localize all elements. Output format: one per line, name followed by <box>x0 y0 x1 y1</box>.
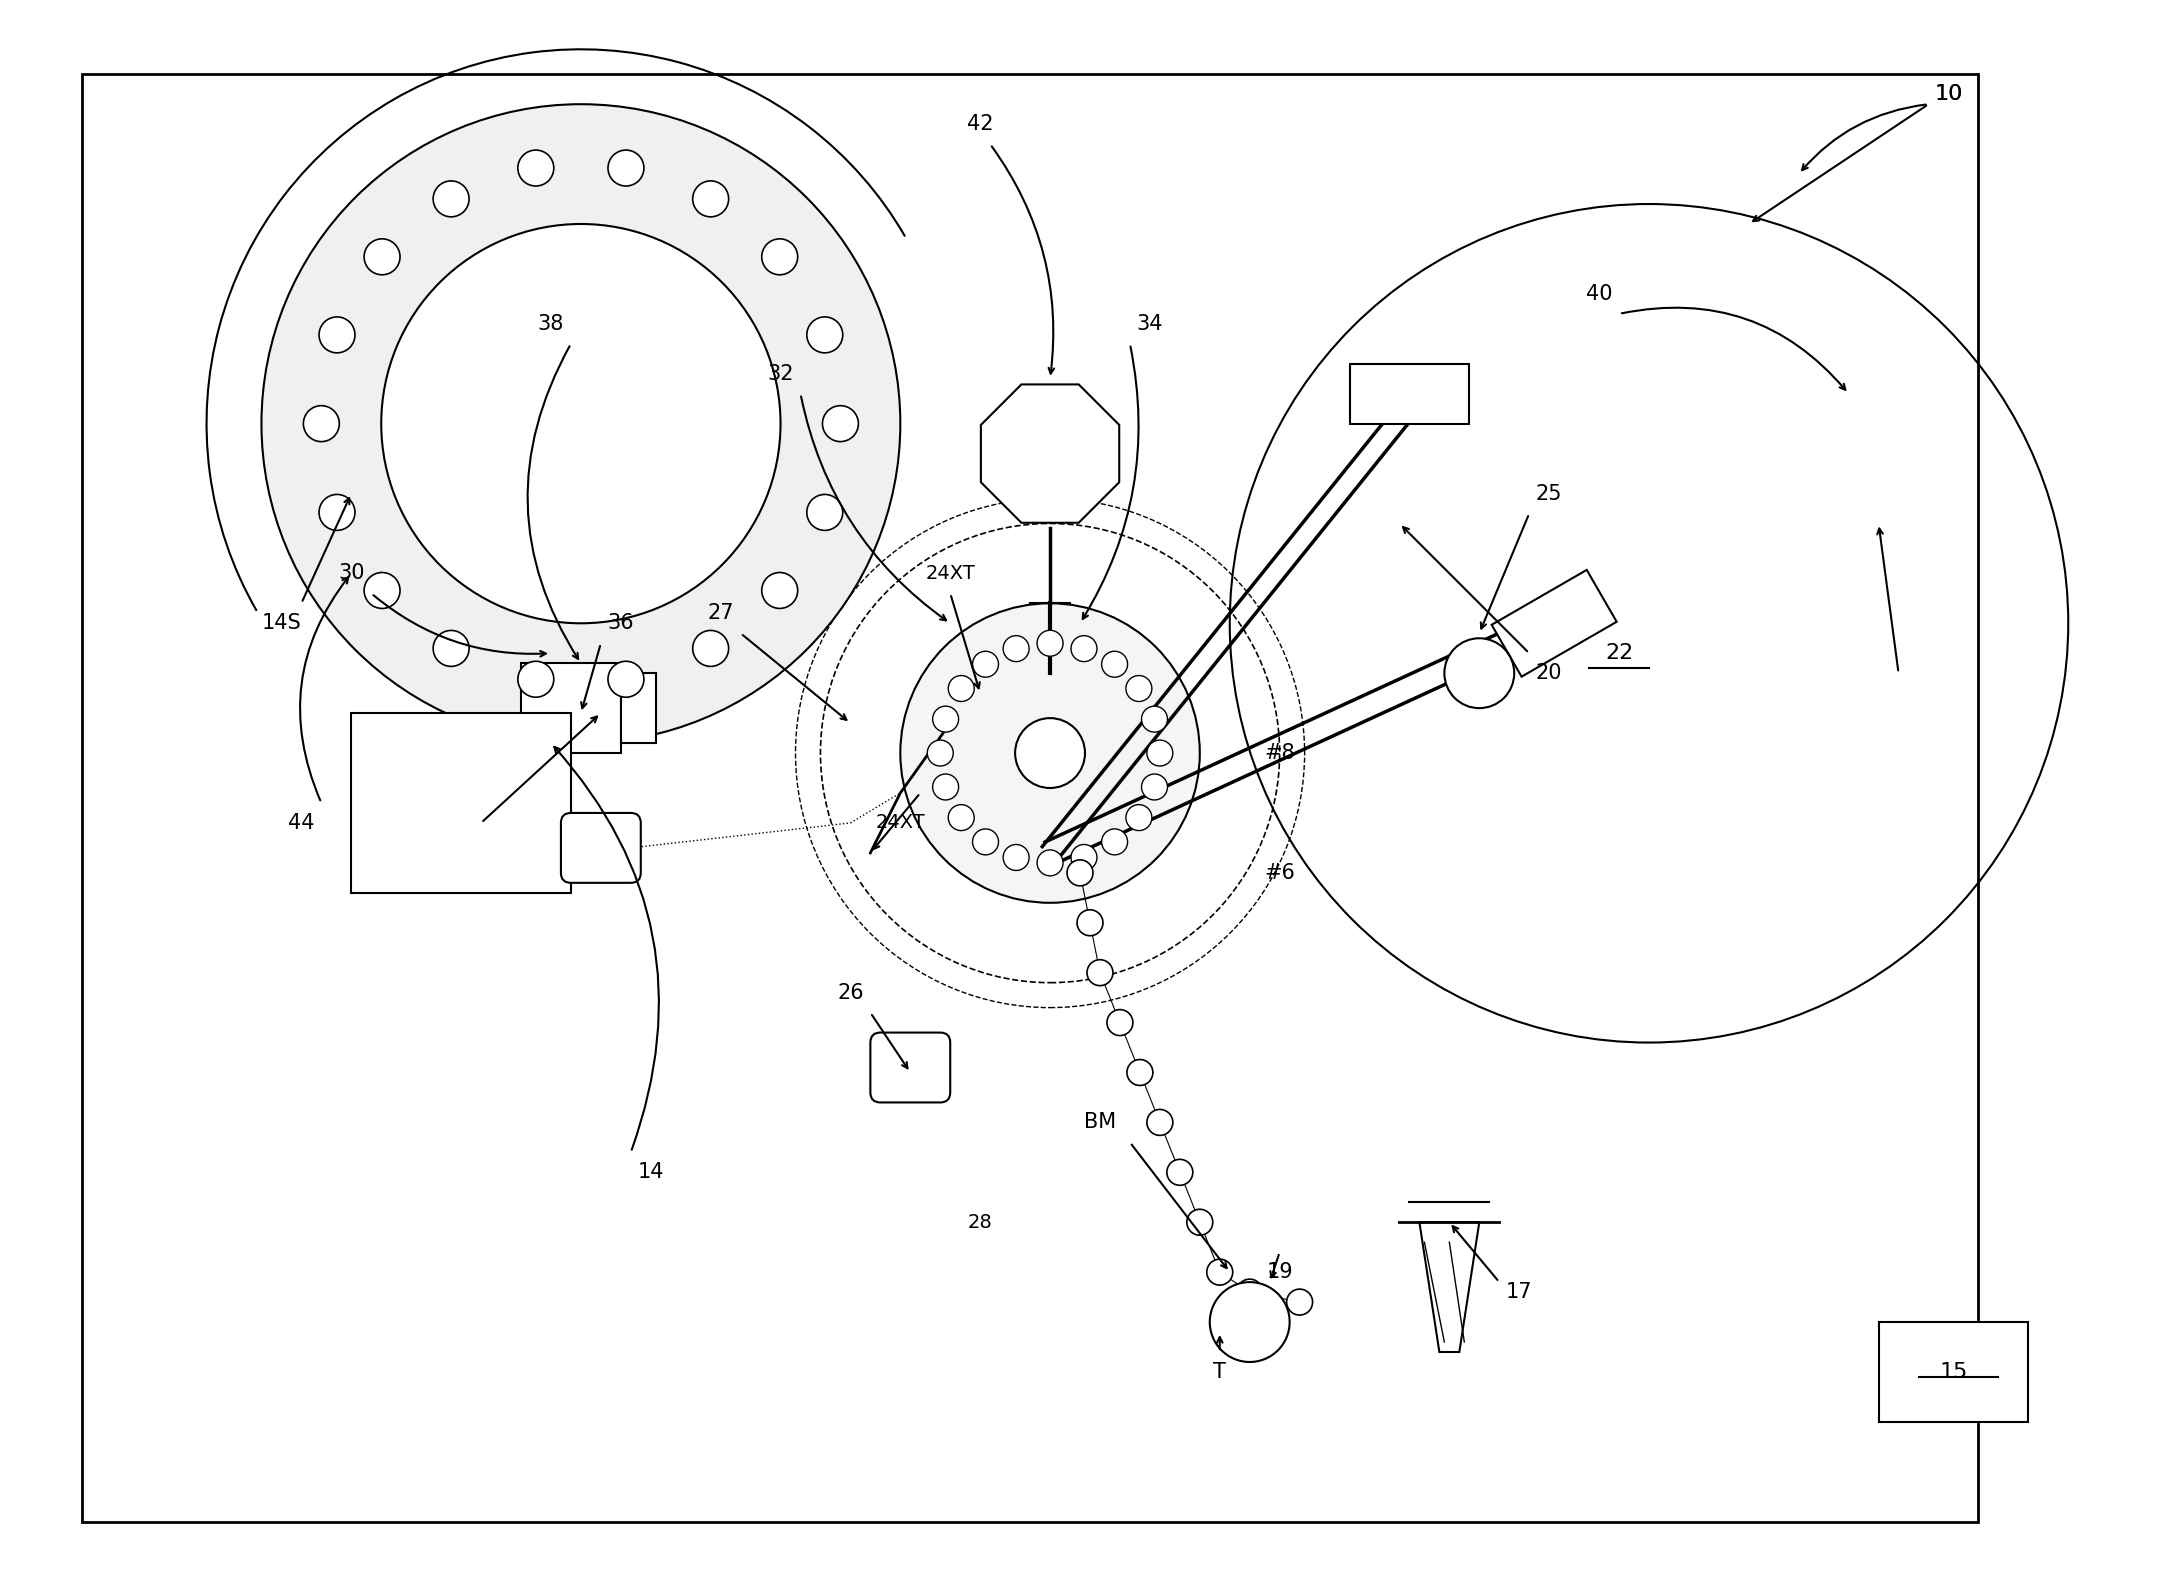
Circle shape <box>1206 1258 1232 1285</box>
Text: 28: 28 <box>968 1213 992 1232</box>
Circle shape <box>433 631 470 667</box>
Text: 10: 10 <box>1933 85 1964 104</box>
Polygon shape <box>981 384 1119 522</box>
Circle shape <box>1002 845 1028 870</box>
Text: 10: 10 <box>1933 85 1964 104</box>
Text: 30: 30 <box>338 563 364 584</box>
Circle shape <box>1128 1060 1154 1085</box>
Text: 34: 34 <box>1137 315 1163 333</box>
Circle shape <box>1141 706 1167 731</box>
Circle shape <box>1444 639 1513 708</box>
Circle shape <box>948 805 974 831</box>
FancyBboxPatch shape <box>870 1032 950 1103</box>
Circle shape <box>933 706 959 731</box>
Text: 27: 27 <box>708 604 734 623</box>
Text: 15: 15 <box>1940 1362 1968 1383</box>
Text: T: T <box>1212 1362 1225 1383</box>
Text: 26: 26 <box>838 983 864 1002</box>
FancyBboxPatch shape <box>561 813 641 882</box>
Circle shape <box>1037 849 1063 876</box>
Circle shape <box>364 573 401 609</box>
Circle shape <box>608 661 643 697</box>
Text: 32: 32 <box>766 363 795 384</box>
Circle shape <box>808 316 842 352</box>
Circle shape <box>1210 1282 1290 1362</box>
Circle shape <box>762 573 797 609</box>
Circle shape <box>1015 719 1085 788</box>
Bar <box>1349 363 1470 423</box>
Circle shape <box>517 149 554 186</box>
Circle shape <box>901 604 1199 903</box>
Circle shape <box>1147 1109 1173 1136</box>
Bar <box>621 673 656 742</box>
Text: 14S: 14S <box>262 613 301 634</box>
Circle shape <box>1087 960 1113 986</box>
Text: 24XT: 24XT <box>924 563 974 584</box>
Circle shape <box>1072 845 1098 870</box>
Bar <box>82 74 1979 1521</box>
Bar <box>351 713 572 893</box>
Circle shape <box>1002 635 1028 662</box>
Text: 36: 36 <box>608 613 634 634</box>
Circle shape <box>808 494 842 530</box>
Circle shape <box>262 104 901 742</box>
Text: 19: 19 <box>1267 1262 1293 1282</box>
Text: 24XT: 24XT <box>875 813 924 832</box>
Circle shape <box>1186 1210 1212 1235</box>
Bar <box>1879 1321 2029 1422</box>
Circle shape <box>364 239 401 275</box>
Bar <box>522 664 621 753</box>
Text: 14: 14 <box>637 1162 665 1183</box>
Circle shape <box>433 181 470 217</box>
Text: 22: 22 <box>1604 643 1632 664</box>
Circle shape <box>1106 1010 1132 1035</box>
Circle shape <box>381 223 782 623</box>
Circle shape <box>1102 651 1128 678</box>
Circle shape <box>318 494 355 530</box>
Circle shape <box>1037 631 1063 656</box>
Circle shape <box>303 406 340 442</box>
Circle shape <box>762 239 797 275</box>
Circle shape <box>608 149 643 186</box>
Circle shape <box>1126 805 1152 831</box>
Circle shape <box>927 739 953 766</box>
Circle shape <box>948 675 974 702</box>
Circle shape <box>1072 635 1098 662</box>
Text: 25: 25 <box>1535 483 1563 503</box>
Circle shape <box>1236 1279 1262 1306</box>
Circle shape <box>1141 774 1167 801</box>
Polygon shape <box>1420 1222 1479 1353</box>
Circle shape <box>1076 909 1102 936</box>
Text: BM: BM <box>1085 1112 1115 1133</box>
Text: #8: #8 <box>1264 742 1295 763</box>
Circle shape <box>1286 1290 1312 1315</box>
Text: 20: 20 <box>1535 664 1563 683</box>
Text: 44: 44 <box>288 813 314 834</box>
Circle shape <box>693 631 730 667</box>
Text: 17: 17 <box>1507 1282 1533 1302</box>
Circle shape <box>972 651 998 678</box>
Circle shape <box>517 661 554 697</box>
Circle shape <box>823 406 857 442</box>
Circle shape <box>318 316 355 352</box>
Text: 40: 40 <box>1585 283 1613 304</box>
Circle shape <box>1126 675 1152 702</box>
Circle shape <box>693 181 730 217</box>
Circle shape <box>1102 829 1128 854</box>
Circle shape <box>933 774 959 801</box>
Bar <box>1492 569 1617 676</box>
Circle shape <box>1067 860 1093 886</box>
Text: 38: 38 <box>537 315 565 333</box>
Circle shape <box>972 829 998 854</box>
Text: 42: 42 <box>968 115 994 134</box>
Circle shape <box>1147 739 1173 766</box>
Text: #6: #6 <box>1264 864 1295 882</box>
Circle shape <box>1167 1159 1193 1186</box>
